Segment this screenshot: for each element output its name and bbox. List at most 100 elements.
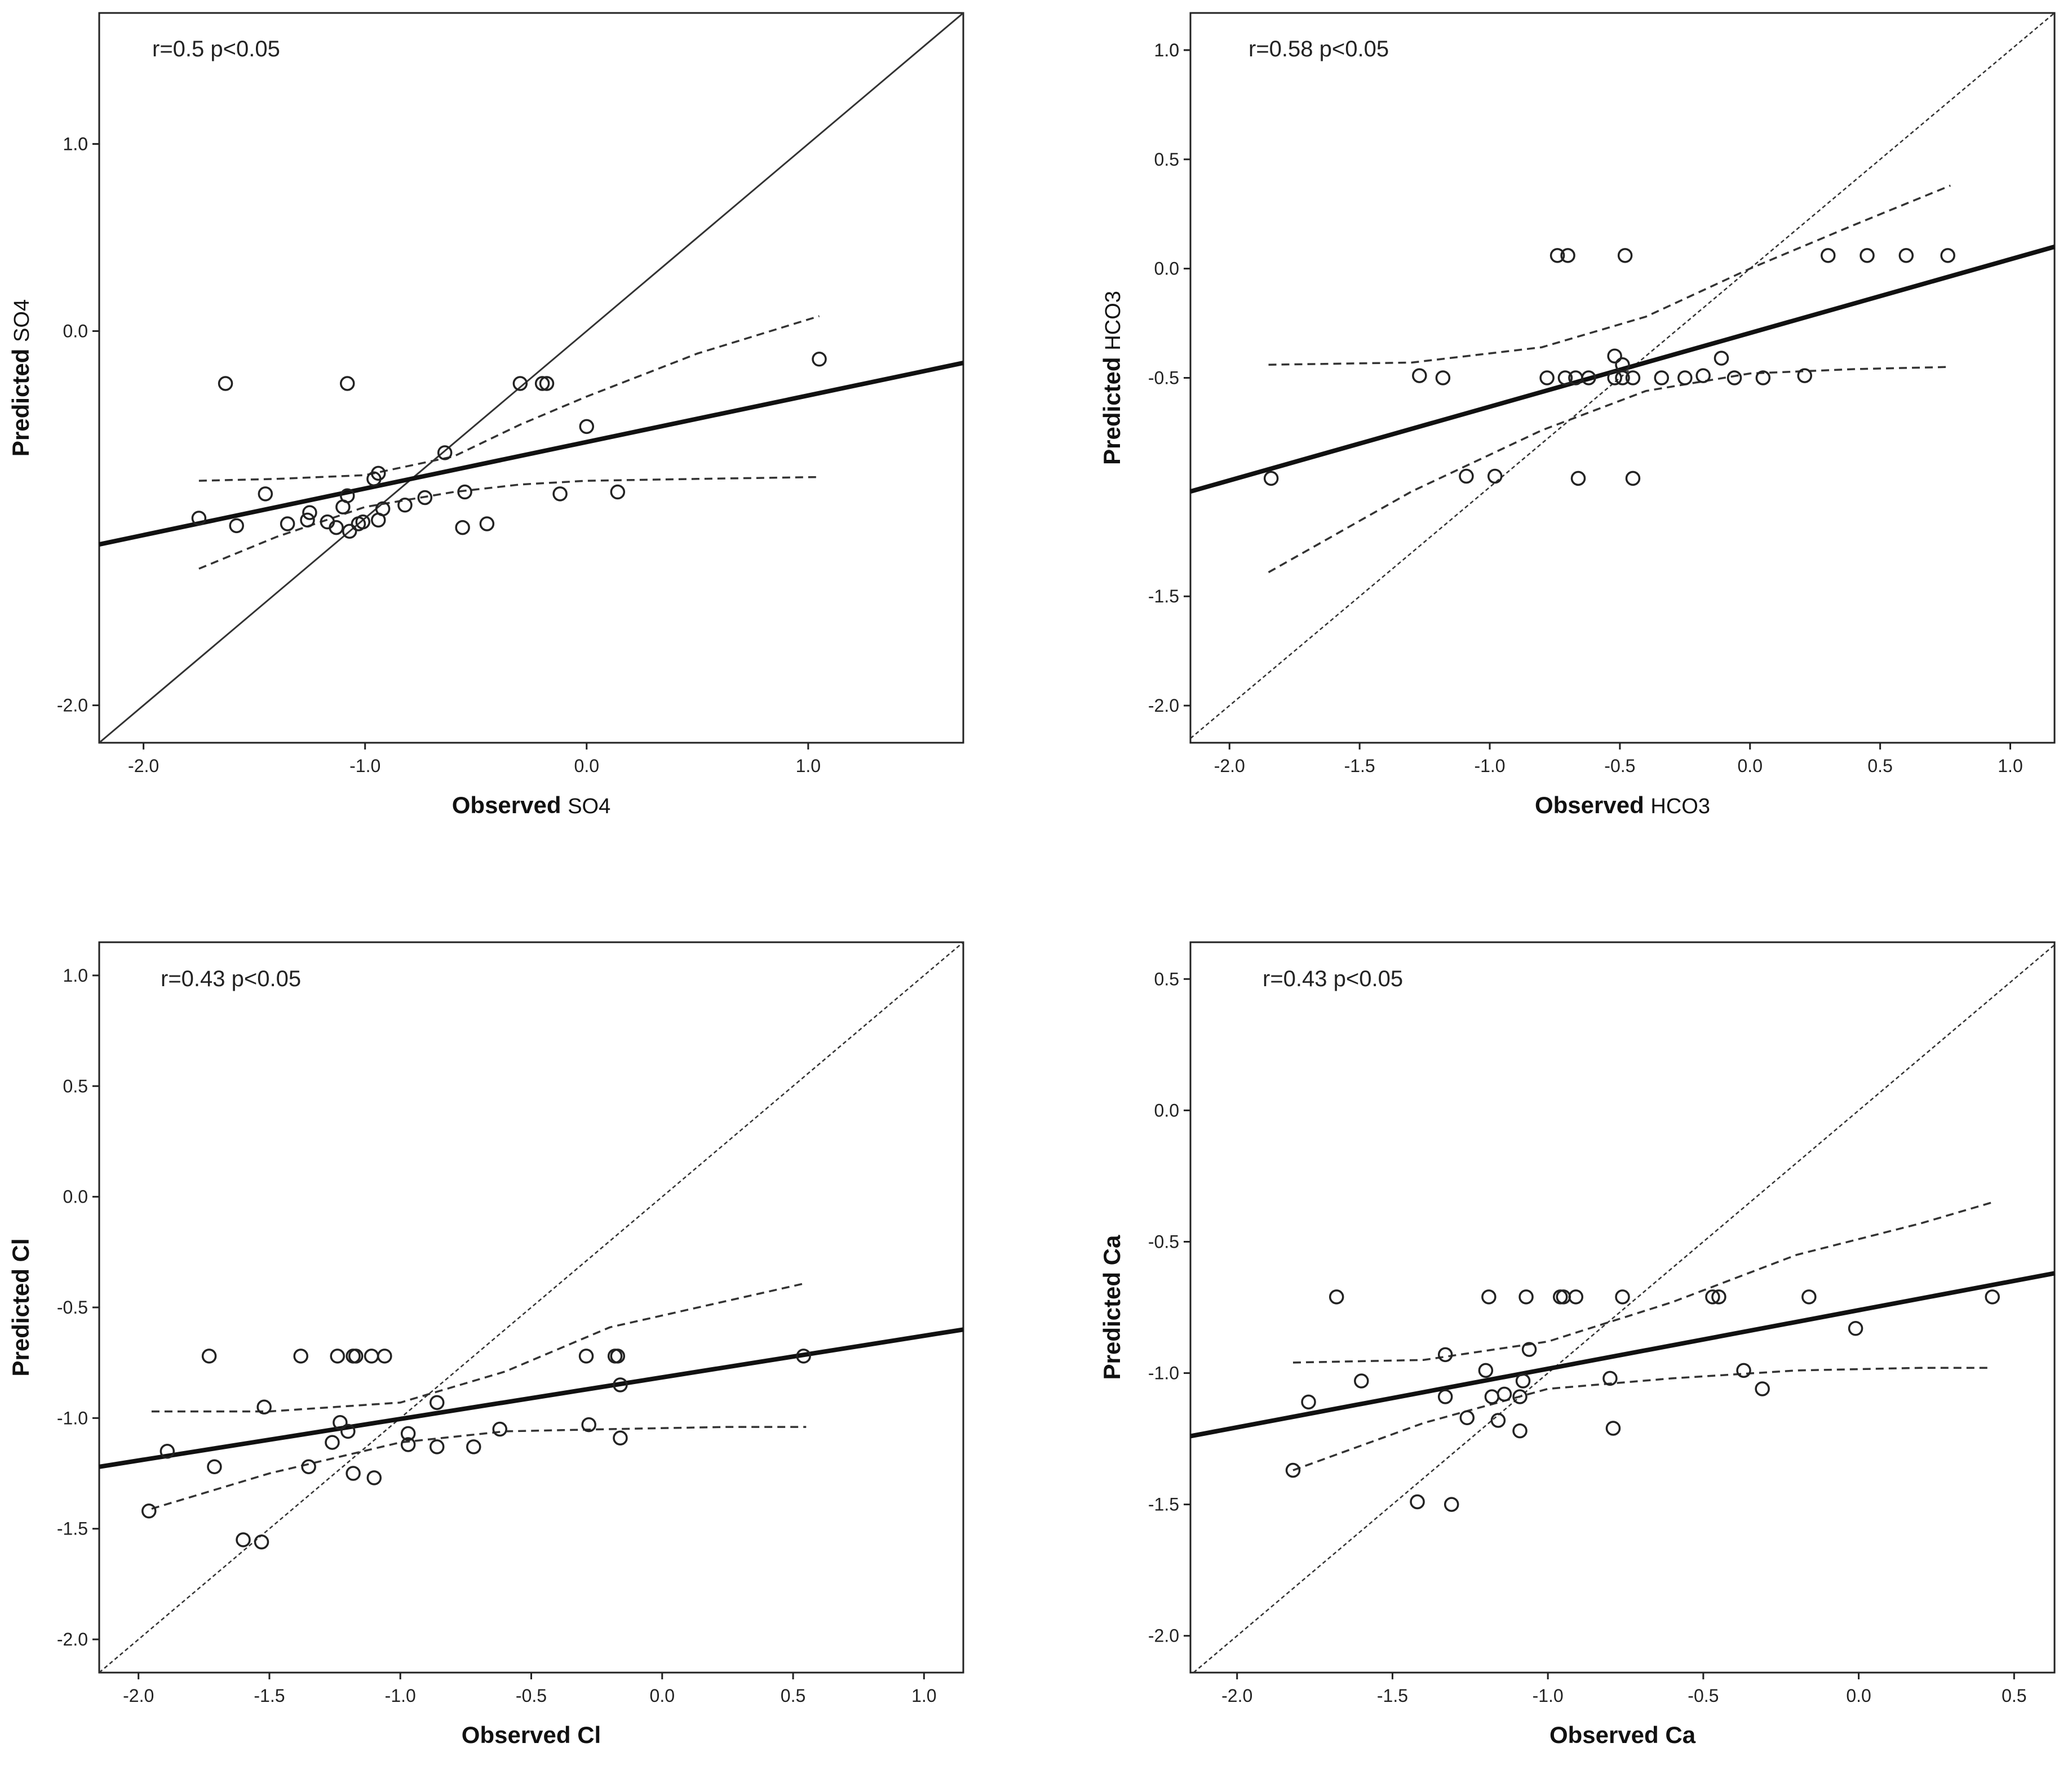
data-point <box>581 1417 596 1433</box>
data-point <box>346 1466 361 1481</box>
data-point <box>330 1349 345 1364</box>
data-point <box>1860 248 1875 263</box>
data-point <box>160 1444 175 1459</box>
x-tick-label: -1.0 <box>349 756 380 776</box>
data-point <box>1714 351 1729 366</box>
x-tick-label: -2.0 <box>1214 756 1245 776</box>
ci-lower-curve <box>1292 1367 1993 1471</box>
y-axis-title: Predicted Ca <box>1099 1235 1125 1380</box>
data-point <box>201 1349 217 1364</box>
data-point <box>1478 1363 1494 1378</box>
data-point <box>1695 368 1711 383</box>
x-tick-label: -1.0 <box>385 1686 416 1706</box>
ci-upper-curve <box>1268 184 1951 366</box>
data-point <box>579 419 595 434</box>
regression-line <box>1189 245 2056 494</box>
data-point <box>796 1349 811 1364</box>
data-point <box>1570 471 1586 486</box>
data-point <box>377 1349 392 1364</box>
x-tick-label: 1.0 <box>911 1686 936 1706</box>
data-point <box>342 524 357 539</box>
data-point <box>339 376 355 391</box>
data-point <box>1726 370 1742 385</box>
x-tick-label: -0.5 <box>1688 1686 1719 1706</box>
ci-lower-curve <box>1268 366 1951 574</box>
x-tick-label: -2.0 <box>1221 1686 1252 1706</box>
data-point <box>1437 1389 1453 1404</box>
data-point <box>1285 1462 1301 1478</box>
data-point <box>236 1532 251 1547</box>
data-point <box>1755 1381 1770 1396</box>
data-point <box>371 465 386 481</box>
y-axis-title-text: Predicted <box>7 342 34 456</box>
data-point <box>1677 370 1693 385</box>
data-point <box>1801 1289 1817 1305</box>
y-tick-label: -1.5 <box>57 1519 88 1539</box>
y-tick-label: -1.0 <box>57 1408 88 1428</box>
data-point <box>1607 348 1622 363</box>
data-point <box>1615 370 1630 385</box>
data-point <box>348 1349 364 1364</box>
data-point <box>479 516 495 531</box>
correlation-annotation: r=0.5 p<0.05 <box>152 37 280 61</box>
y-axis-title-text: Predicted <box>1099 351 1125 465</box>
reference-line-1to1 <box>99 942 964 1673</box>
data-point <box>1568 1289 1584 1305</box>
x-tick-label: 0.0 <box>1738 756 1763 776</box>
data-point <box>613 1377 628 1393</box>
data-point <box>1521 1342 1537 1357</box>
data-point <box>552 486 568 502</box>
data-point <box>1354 1373 1369 1389</box>
x-axis-title: Observed SO4 <box>452 792 610 818</box>
x-axis-title-text: Observed Cl <box>462 1722 601 1748</box>
x-axis-title-species: HCO3 <box>1650 795 1710 818</box>
data-point <box>1487 468 1503 484</box>
plot-frame <box>1189 941 2056 1674</box>
y-tick-label: 0.0 <box>1154 259 1179 279</box>
data-point <box>340 1423 356 1439</box>
data-point <box>1605 1421 1621 1436</box>
data-point <box>1518 1289 1534 1305</box>
y-tick-label: 1.0 <box>63 134 88 154</box>
x-axis-title-text: Observed <box>1535 792 1650 818</box>
data-point <box>610 484 626 500</box>
data-point <box>512 376 528 391</box>
data-point <box>1654 370 1670 385</box>
data-point <box>455 520 470 535</box>
data-point <box>371 512 386 528</box>
reference-line-1to1 <box>99 12 964 744</box>
x-tick-label: -0.5 <box>1604 756 1635 776</box>
data-point <box>430 1395 445 1411</box>
data-point <box>1497 1386 1512 1402</box>
data-point <box>1437 1347 1453 1363</box>
data-point <box>400 1426 416 1442</box>
panel-hco3: -2.0 -1.5 -1.0 -0.5 0.0 0.5 1.0 -2.0 -1.5 1.0 -0.5… <box>1099 12 2056 818</box>
x-tick-label: -1.0 <box>1533 1686 1564 1706</box>
y-tick-label: -2.0 <box>1148 1626 1179 1646</box>
x-axis-title-text: Observed <box>452 792 568 818</box>
y-tick-label: -1.5 <box>1148 586 1179 606</box>
y-tick-label: 1.0 <box>63 134 88 154</box>
data-point <box>335 499 351 515</box>
y-tick-label: 1.0 <box>1154 40 1179 60</box>
y-tick-label: -2.0 <box>57 695 88 716</box>
data-point <box>1625 471 1641 486</box>
x-axis-title: Observed HCO3 <box>1535 792 1710 818</box>
y-tick-label: 1.0 <box>63 965 88 986</box>
data-point <box>1512 1389 1528 1404</box>
data-point <box>1329 1289 1344 1305</box>
x-tick-label: 0.5 <box>2002 1686 2026 1706</box>
data-point <box>229 518 244 534</box>
data-point <box>1444 1497 1459 1512</box>
data-point <box>1512 1423 1528 1439</box>
data-point <box>1557 370 1573 385</box>
x-tick-label: 1.0 <box>1998 756 2022 776</box>
regression-line <box>99 1327 964 1469</box>
data-point <box>1459 468 1474 484</box>
ci-lower-curve <box>198 476 820 570</box>
y-tick-label: -0.5 <box>1148 1231 1179 1252</box>
data-point <box>1821 248 1836 263</box>
data-point <box>437 445 453 460</box>
data-point <box>207 1459 222 1475</box>
